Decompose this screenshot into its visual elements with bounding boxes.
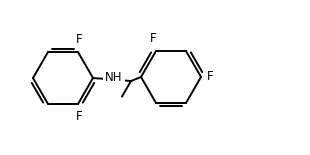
Text: NH: NH [105,71,123,84]
Text: F: F [76,110,82,123]
Text: F: F [150,32,156,45]
Text: F: F [207,71,214,84]
Text: F: F [76,33,82,46]
